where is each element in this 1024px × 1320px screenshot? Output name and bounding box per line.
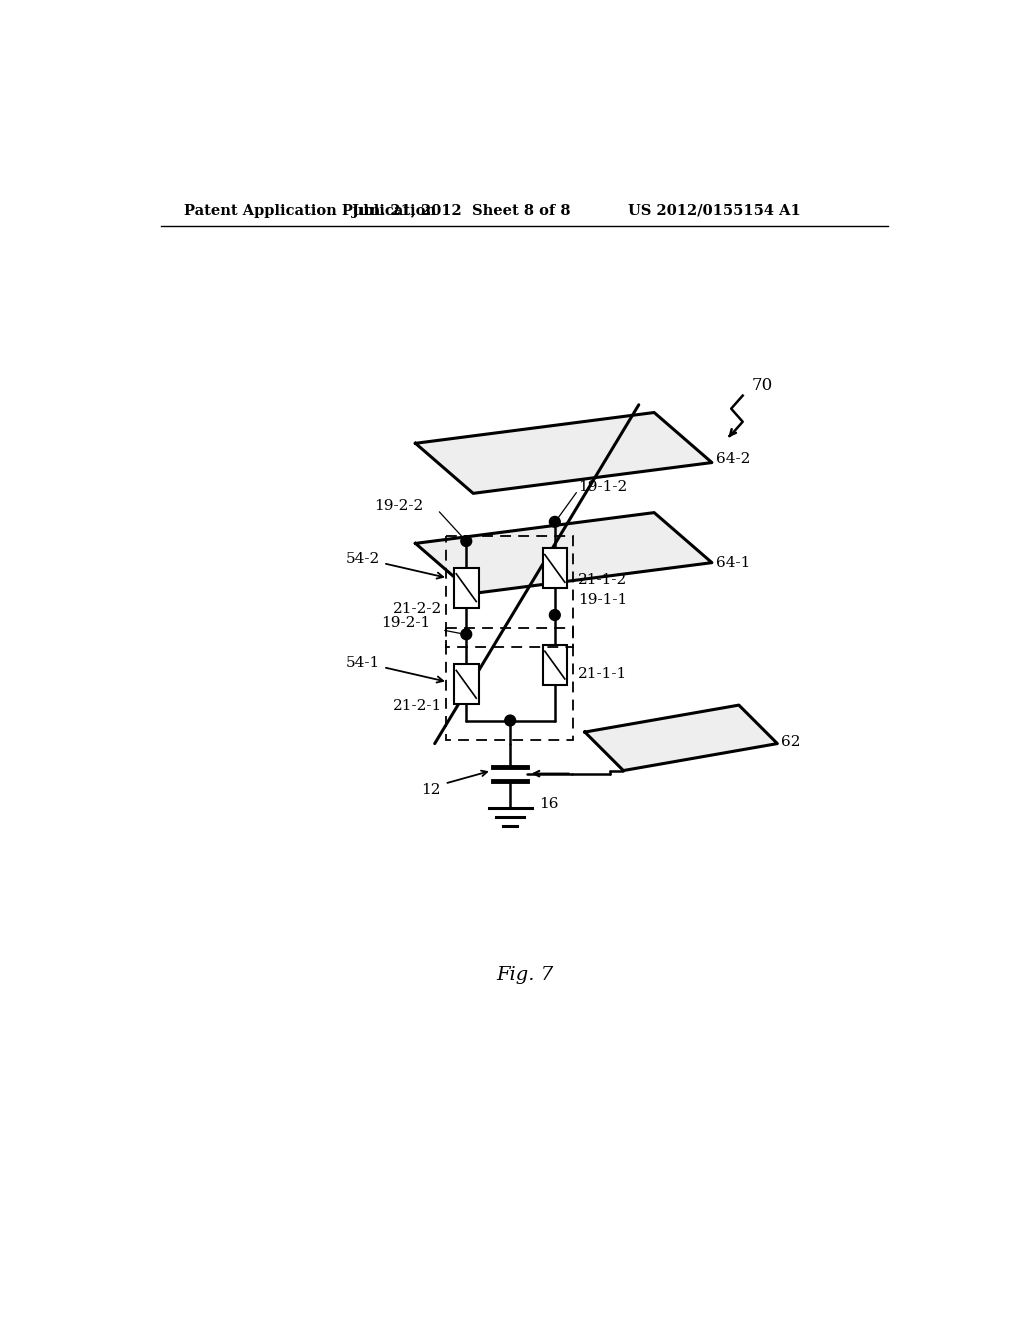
Circle shape: [550, 610, 560, 620]
Bar: [454, 664, 478, 705]
Bar: [446, 628, 573, 739]
Text: 62: 62: [781, 735, 801, 748]
Circle shape: [461, 628, 472, 640]
Text: 19-2-2: 19-2-2: [374, 499, 423, 513]
Circle shape: [461, 536, 472, 546]
Text: US 2012/0155154 A1: US 2012/0155154 A1: [628, 203, 801, 218]
Text: 21-2-1: 21-2-1: [393, 698, 442, 713]
Bar: [543, 645, 567, 685]
Bar: [543, 548, 567, 589]
Bar: [446, 536, 573, 647]
Polygon shape: [416, 512, 712, 594]
Text: 19-2-1: 19-2-1: [382, 615, 431, 630]
Text: 19-1-1: 19-1-1: [578, 593, 627, 607]
Text: Fig. 7: Fig. 7: [497, 966, 553, 983]
Text: 19-1-2: 19-1-2: [578, 480, 627, 494]
Text: 64-2: 64-2: [716, 451, 751, 466]
Text: 70: 70: [752, 378, 772, 395]
Text: 54-2: 54-2: [346, 552, 443, 578]
Text: Jun. 21, 2012  Sheet 8 of 8: Jun. 21, 2012 Sheet 8 of 8: [352, 203, 571, 218]
Text: Patent Application Publication: Patent Application Publication: [184, 203, 436, 218]
Text: 54-1: 54-1: [346, 656, 443, 682]
Text: 16: 16: [540, 797, 559, 810]
Text: 12: 12: [422, 783, 441, 797]
Text: 21-1-2: 21-1-2: [578, 573, 627, 587]
Circle shape: [550, 516, 560, 527]
Text: 21-2-2: 21-2-2: [393, 602, 442, 616]
Circle shape: [505, 715, 515, 726]
Text: 21-1-1: 21-1-1: [578, 668, 627, 681]
Polygon shape: [585, 705, 777, 771]
Text: 64-1: 64-1: [716, 556, 751, 570]
Bar: [454, 568, 478, 607]
Polygon shape: [416, 412, 712, 494]
